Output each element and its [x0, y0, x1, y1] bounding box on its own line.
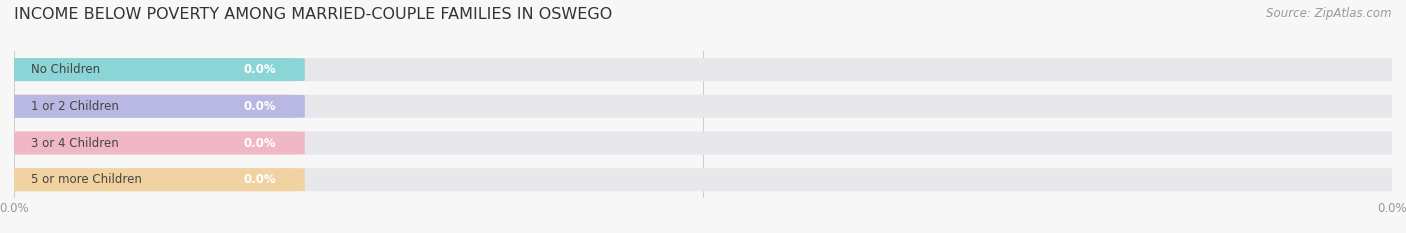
FancyBboxPatch shape	[0, 95, 305, 118]
Text: 0.0%: 0.0%	[243, 173, 276, 186]
FancyBboxPatch shape	[0, 168, 305, 191]
FancyBboxPatch shape	[0, 131, 1406, 154]
Text: INCOME BELOW POVERTY AMONG MARRIED-COUPLE FAMILIES IN OSWEGO: INCOME BELOW POVERTY AMONG MARRIED-COUPL…	[14, 7, 612, 22]
Text: 0.0%: 0.0%	[243, 137, 276, 150]
Text: 1 or 2 Children: 1 or 2 Children	[31, 100, 118, 113]
FancyBboxPatch shape	[0, 58, 1406, 81]
FancyBboxPatch shape	[0, 58, 305, 81]
Text: 3 or 4 Children: 3 or 4 Children	[31, 137, 118, 150]
Text: Source: ZipAtlas.com: Source: ZipAtlas.com	[1267, 7, 1392, 20]
Text: No Children: No Children	[31, 63, 100, 76]
FancyBboxPatch shape	[0, 131, 305, 154]
FancyBboxPatch shape	[0, 168, 1406, 191]
Text: 5 or more Children: 5 or more Children	[31, 173, 142, 186]
FancyBboxPatch shape	[0, 95, 1406, 118]
Text: 0.0%: 0.0%	[243, 100, 276, 113]
Text: 0.0%: 0.0%	[243, 63, 276, 76]
